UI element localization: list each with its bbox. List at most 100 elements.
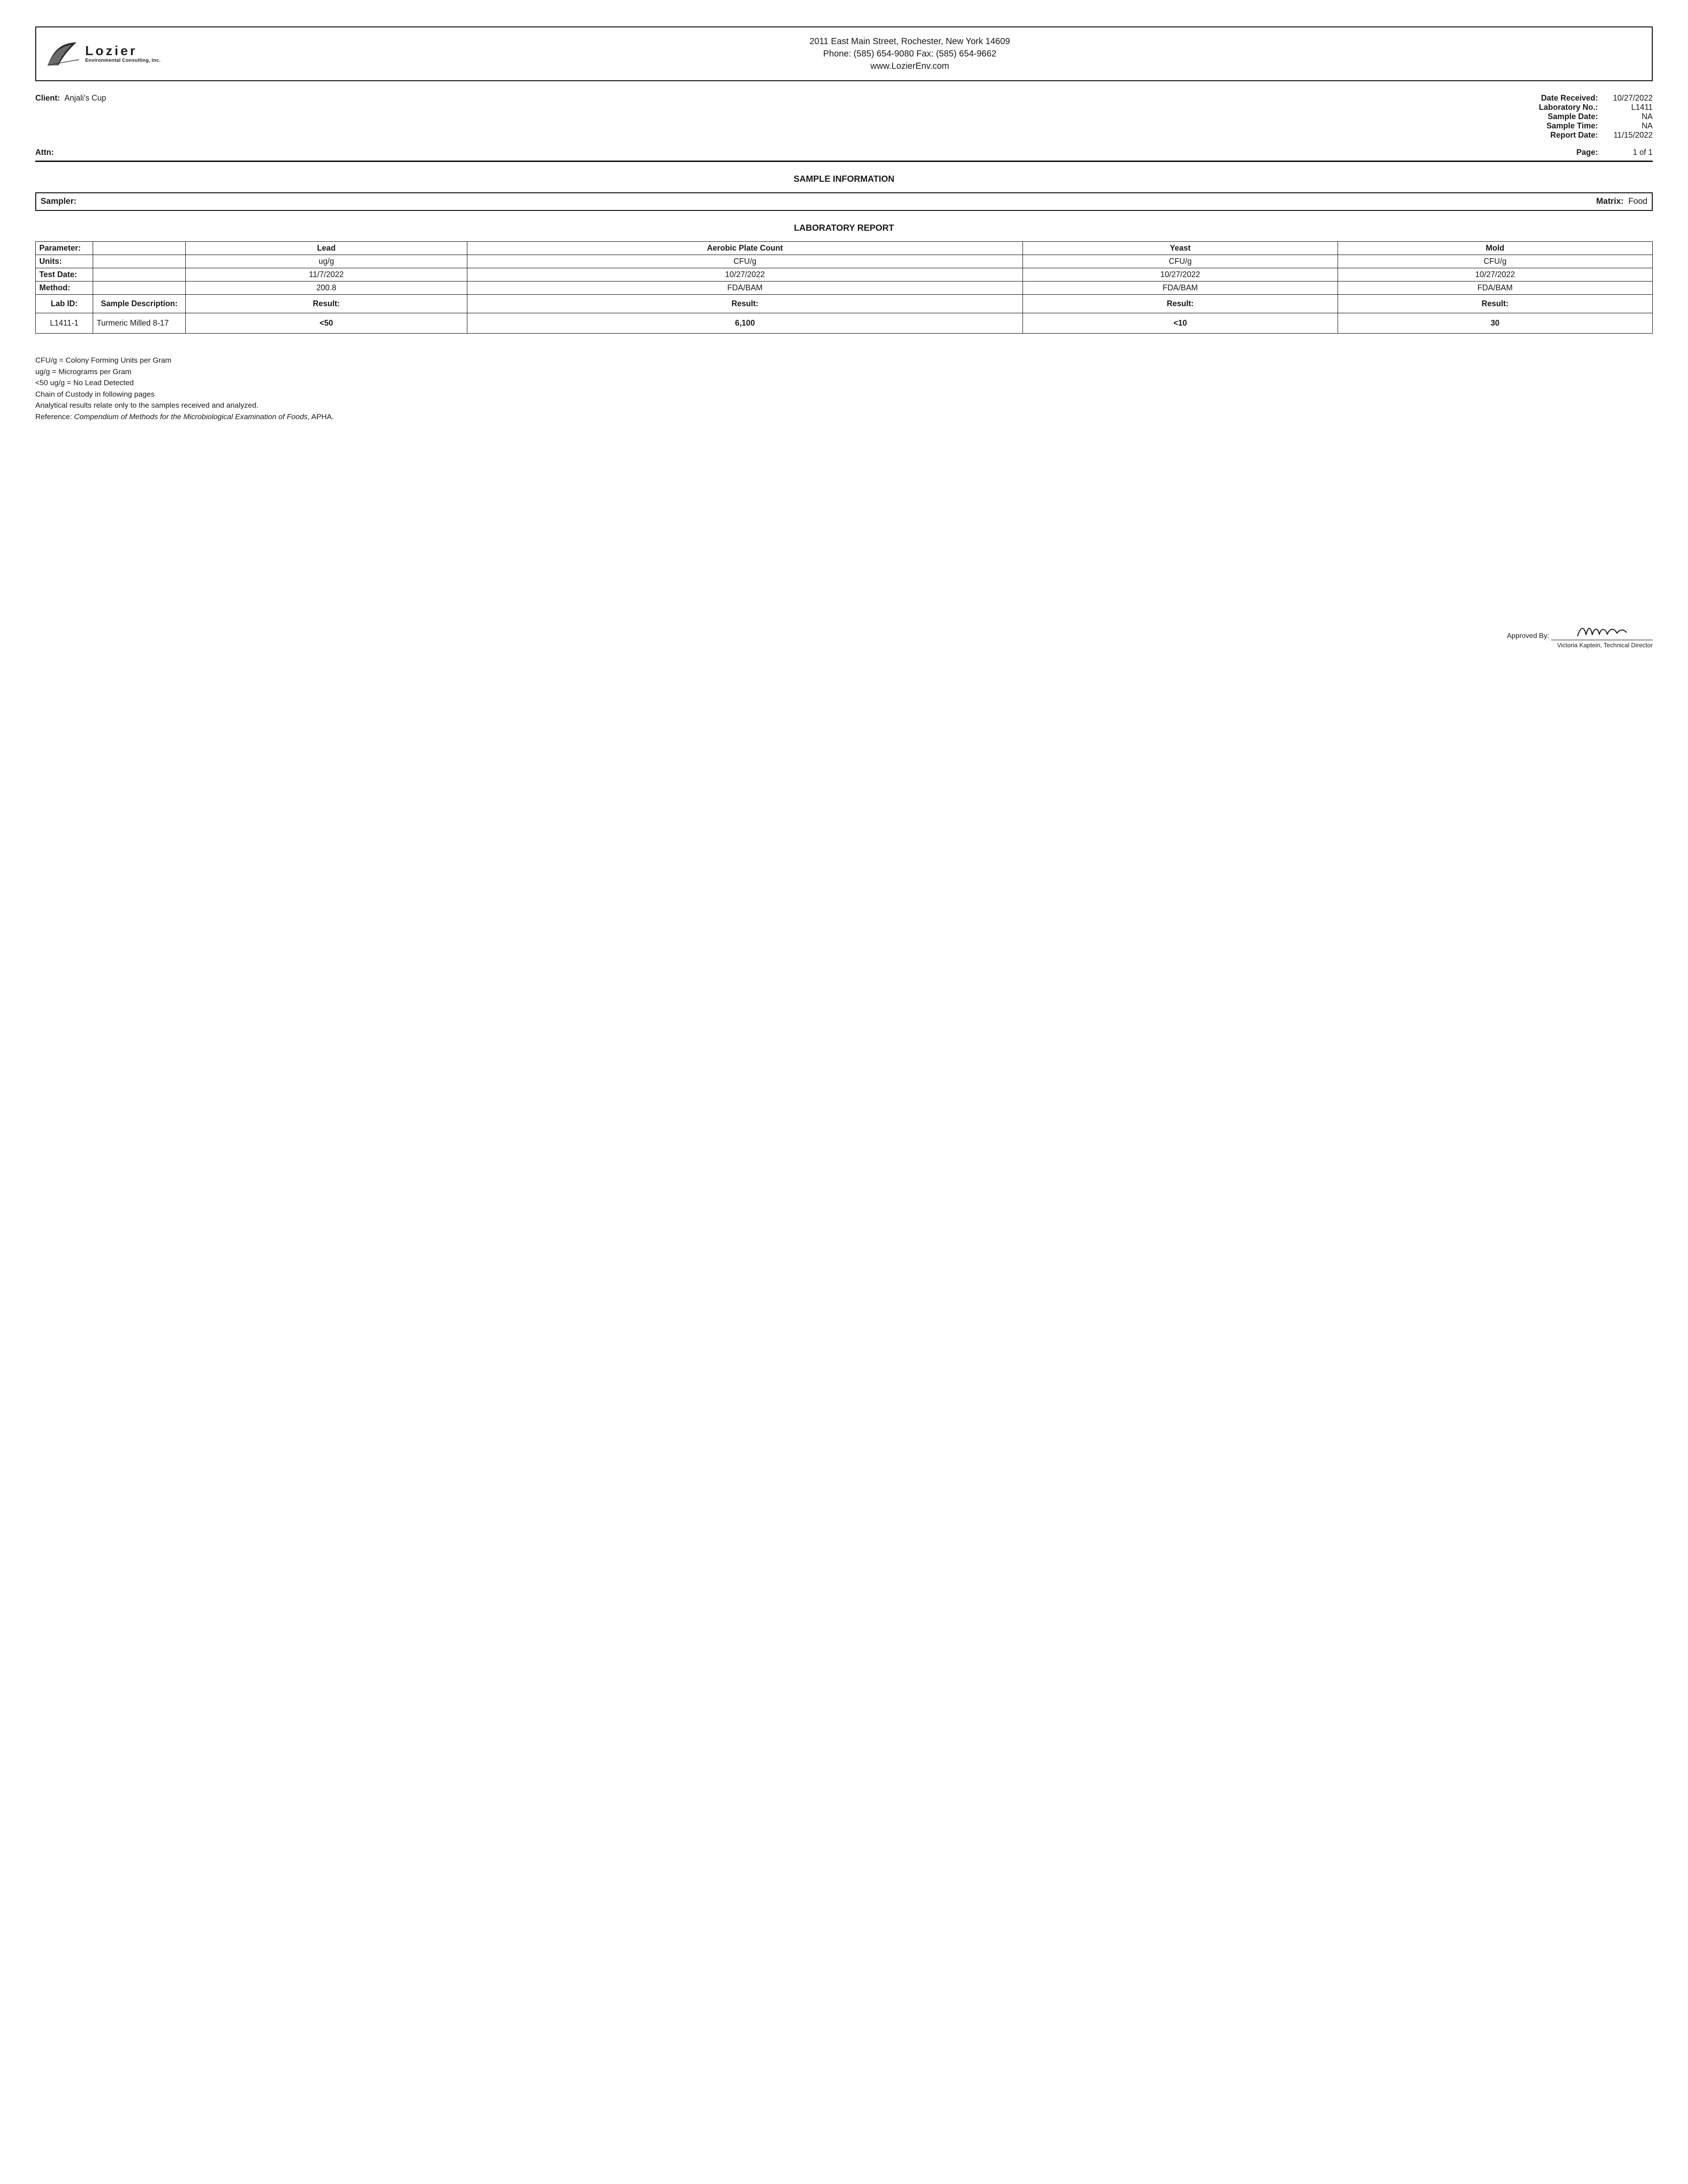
meta-value: NA	[1604, 121, 1653, 131]
attn-row: Attn: Page: 1 of 1	[35, 148, 1653, 157]
page-block: Page: 1 of 1	[1527, 148, 1653, 157]
attn-label: Attn:	[35, 148, 54, 157]
signature-icon	[1575, 623, 1628, 639]
client-meta-row: Client: Anjali's Cup Date Received: 10/2…	[35, 94, 1653, 140]
param-lead: Lead	[186, 242, 467, 255]
approver-name-title: Victoria Kaptein, Technical Director	[35, 642, 1653, 649]
row-label-lab-id: Lab ID:	[36, 295, 93, 313]
table-row-parameter: Parameter: Lead Aerobic Plate Count Yeas…	[36, 242, 1653, 255]
meta-label: Page:	[1527, 148, 1598, 157]
footnote-line: <50 ug/g = No Lead Detected	[35, 377, 1653, 389]
param-mold: Mold	[1338, 242, 1652, 255]
result-head-apc: Result:	[467, 295, 1023, 313]
meta-label: Report Date:	[1527, 131, 1598, 140]
date-yeast: 10/27/2022	[1023, 268, 1338, 281]
meta-sample-time: Sample Time: NA	[1527, 121, 1653, 131]
ref-prefix: Reference:	[35, 413, 74, 421]
units-apc: CFU/g	[467, 255, 1023, 268]
company-logo: Lozier Environmental Consulting, Inc.	[47, 41, 161, 67]
row-label-parameter: Parameter:	[36, 242, 93, 255]
meta-label: Sample Date:	[1527, 112, 1598, 121]
units-mold: CFU/g	[1338, 255, 1652, 268]
company-name: Lozier	[85, 44, 161, 58]
method-lead: 200.8	[186, 281, 467, 295]
meta-label: Laboratory No.:	[1527, 103, 1598, 112]
data-description: Turmeric Milled 8-17	[93, 313, 186, 334]
company-address: 2011 East Main Street, Rochester, New Yo…	[178, 35, 1641, 48]
attn-block: Attn:	[35, 148, 54, 157]
meta-value: L1411	[1604, 103, 1653, 112]
meta-value: 11/15/2022	[1604, 131, 1653, 140]
meta-report-date: Report Date: 11/15/2022	[1527, 131, 1653, 140]
meta-lab-no: Laboratory No.: L1411	[1527, 103, 1653, 112]
footnote-line: Analytical results relate only to the sa…	[35, 400, 1653, 411]
table-row-method: Method: 200.8 FDA/BAM FDA/BAM FDA/BAM	[36, 281, 1653, 295]
result-lead: <50	[186, 313, 467, 334]
report-meta: Date Received: 10/27/2022 Laboratory No.…	[1527, 94, 1653, 140]
row-label-units: Units:	[36, 255, 93, 268]
meta-value: 1 of 1	[1604, 148, 1653, 157]
meta-value: NA	[1604, 112, 1653, 121]
date-mold: 10/27/2022	[1338, 268, 1652, 281]
company-phone: Phone: (585) 654-9080 Fax: (585) 654-966…	[178, 48, 1641, 60]
company-header: Lozier Environmental Consulting, Inc. 20…	[35, 26, 1653, 81]
logo-text-block: Lozier Environmental Consulting, Inc.	[85, 44, 161, 63]
result-head-yeast: Result:	[1023, 295, 1338, 313]
section-title-sample-info: SAMPLE INFORMATION	[35, 174, 1653, 184]
client-label: Client:	[35, 94, 60, 102]
matrix-label: Matrix:	[1596, 197, 1624, 206]
row-label-method: Method:	[36, 281, 93, 295]
meta-page: Page: 1 of 1	[1527, 148, 1653, 157]
units-yeast: CFU/g	[1023, 255, 1338, 268]
divider	[35, 161, 1653, 162]
sampler-label: Sampler:	[41, 197, 76, 206]
sampler-field: Sampler:	[41, 197, 76, 206]
result-mold: 30	[1338, 313, 1652, 334]
company-website: www.LozierEnv.com	[178, 60, 1641, 72]
data-lab-id: L1411-1	[36, 313, 93, 334]
date-apc: 10/27/2022	[467, 268, 1023, 281]
company-tagline: Environmental Consulting, Inc.	[85, 58, 161, 64]
result-head-mold: Result:	[1338, 295, 1652, 313]
approval-label: Approved By:	[1507, 632, 1549, 640]
company-contact: 2011 East Main Street, Rochester, New Yo…	[178, 35, 1641, 72]
table-data-row: L1411-1 Turmeric Milled 8-17 <50 6,100 <…	[36, 313, 1653, 334]
result-head-lead: Result:	[186, 295, 467, 313]
row-label-test-date: Test Date:	[36, 268, 93, 281]
empty-cell	[93, 242, 186, 255]
lab-report-table: Parameter: Lead Aerobic Plate Count Yeas…	[35, 241, 1653, 334]
date-lead: 11/7/2022	[186, 268, 467, 281]
matrix-field: Matrix: Food	[1596, 197, 1647, 206]
footnotes: CFU/g = Colony Forming Units per Gram ug…	[35, 355, 1653, 422]
ref-italic: Compendium of Methods for the Microbiolo…	[74, 413, 308, 421]
footnote-line: ug/g = Micrograms per Gram	[35, 366, 1653, 378]
footnote-line: CFU/g = Colony Forming Units per Gram	[35, 355, 1653, 366]
approval-block: Approved By: Victoria Kaptein, Technical…	[35, 625, 1653, 649]
signature-line	[1551, 625, 1653, 640]
table-row-result-header: Lab ID: Sample Description: Result: Resu…	[36, 295, 1653, 313]
result-apc: 6,100	[467, 313, 1023, 334]
matrix-value-text: Food	[1628, 197, 1647, 206]
ref-suffix: , APHA.	[308, 413, 334, 421]
empty-cell	[93, 281, 186, 295]
empty-cell	[93, 255, 186, 268]
footnote-line: Chain of Custody in following pages	[35, 389, 1653, 400]
footnote-reference: Reference: Compendium of Methods for the…	[35, 411, 1653, 423]
section-title-lab-report: LABORATORY REPORT	[35, 223, 1653, 233]
meta-value: 10/27/2022	[1604, 94, 1653, 103]
row-label-sample-desc: Sample Description:	[93, 295, 186, 313]
meta-label: Date Received:	[1527, 94, 1598, 103]
param-yeast: Yeast	[1023, 242, 1338, 255]
param-apc: Aerobic Plate Count	[467, 242, 1023, 255]
client-name: Anjali's Cup	[64, 94, 106, 102]
method-mold: FDA/BAM	[1338, 281, 1652, 295]
meta-sample-date: Sample Date: NA	[1527, 112, 1653, 121]
empty-cell	[93, 268, 186, 281]
sample-info-box: Sampler: Matrix: Food	[35, 192, 1653, 211]
meta-label: Sample Time:	[1527, 121, 1598, 131]
table-row-units: Units: ug/g CFU/g CFU/g CFU/g	[36, 255, 1653, 268]
units-lead: ug/g	[186, 255, 467, 268]
table-row-test-date: Test Date: 11/7/2022 10/27/2022 10/27/20…	[36, 268, 1653, 281]
result-yeast: <10	[1023, 313, 1338, 334]
method-yeast: FDA/BAM	[1023, 281, 1338, 295]
